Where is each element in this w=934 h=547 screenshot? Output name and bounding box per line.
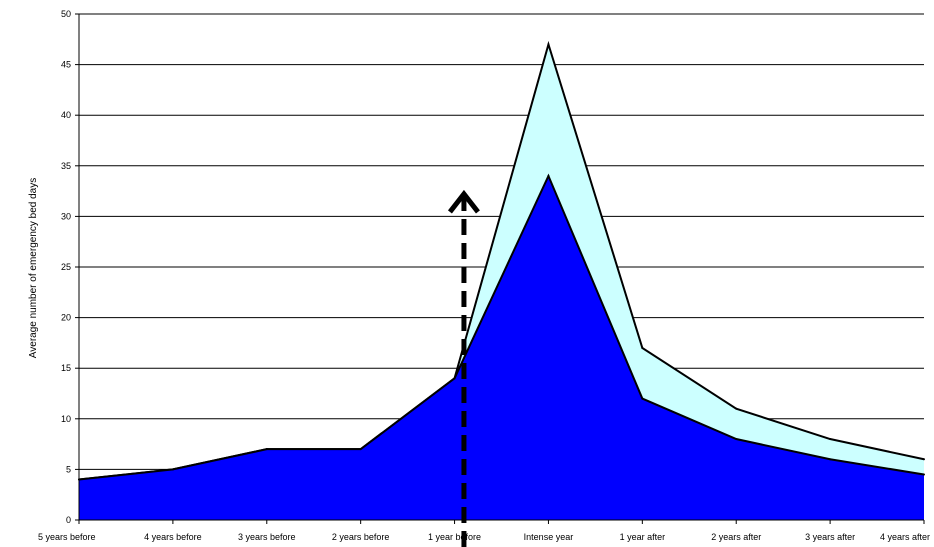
point-series-1-6 bbox=[641, 397, 644, 400]
point-series-1-2 bbox=[265, 448, 268, 451]
point-series-1-3 bbox=[359, 448, 362, 451]
point-series-1-5 bbox=[547, 174, 550, 177]
point-series-1-1 bbox=[171, 468, 174, 471]
y-tick-40: 40 bbox=[61, 110, 71, 120]
point-series-2-5 bbox=[547, 43, 550, 46]
y-tick-50: 50 bbox=[61, 9, 71, 19]
point-series-1-7 bbox=[735, 438, 738, 441]
annotation-arrow bbox=[447, 189, 480, 547]
arrow-head bbox=[447, 189, 480, 214]
point-series-2-6 bbox=[641, 346, 644, 349]
point-series-2-7 bbox=[735, 407, 738, 410]
y-tick-5: 5 bbox=[66, 464, 71, 474]
area-series-1 bbox=[79, 175, 924, 521]
point-series-1-8 bbox=[829, 458, 832, 461]
y-tick-35: 35 bbox=[61, 161, 71, 171]
y-tick-45: 45 bbox=[61, 60, 71, 70]
x-tick-4: 1 year before bbox=[428, 532, 481, 542]
y-tick-30: 30 bbox=[61, 211, 71, 221]
x-tick-5: Intense year bbox=[524, 532, 574, 542]
y-tick-20: 20 bbox=[61, 313, 71, 323]
y-tick-0: 0 bbox=[66, 515, 71, 525]
x-tick-labels: 5 years before 4 years before 3 years befo… bbox=[38, 520, 930, 542]
x-tick-0: 5 years before bbox=[38, 532, 96, 542]
point-series-2-8 bbox=[829, 438, 832, 441]
line-series-1 bbox=[78, 173, 925, 481]
x-tick-6: 1 year after bbox=[620, 532, 666, 542]
x-tick-2: 3 years before bbox=[238, 532, 296, 542]
x-tick-1: 4 years before bbox=[144, 532, 202, 542]
y-axis-label: Average number of emergency bed days bbox=[28, 178, 39, 358]
y-tick-25: 25 bbox=[61, 262, 71, 272]
areas bbox=[78, 40, 925, 521]
x-tick-9: 4 years after bbox=[880, 532, 930, 542]
x-tick-8: 3 years after bbox=[805, 532, 855, 542]
point-series-1-4 bbox=[453, 377, 456, 380]
y-tick-10: 10 bbox=[61, 414, 71, 424]
x-tick-7: 2 years after bbox=[711, 532, 761, 542]
y-tick-labels: 0 5 10 15 20 25 30 35 40 45 50 bbox=[61, 9, 79, 525]
point-series-2-9 bbox=[923, 458, 925, 461]
y-tick-15: 15 bbox=[61, 363, 71, 373]
x-tick-3: 2 years before bbox=[332, 532, 390, 542]
point-series-1-9 bbox=[923, 473, 925, 476]
